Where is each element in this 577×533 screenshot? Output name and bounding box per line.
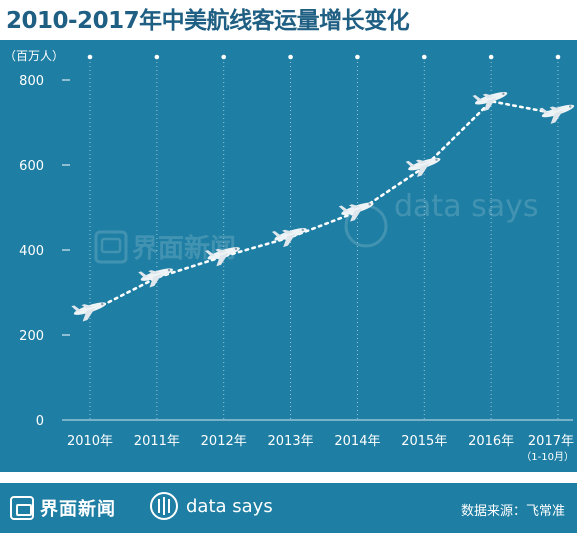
data-point-1: [138, 268, 174, 288]
gridline-marker-0: [87, 54, 93, 60]
y-tick-label-1: 200: [19, 329, 44, 344]
x-tick-label-0: 2010年: [67, 434, 113, 449]
y-tick-label-4: 800: [19, 74, 44, 89]
footer-bar: [0, 483, 577, 533]
data-point-0: [71, 302, 107, 322]
gridline-marker-6: [488, 54, 494, 60]
datasays-logo: data says: [150, 492, 273, 520]
gridline-marker-3: [288, 54, 293, 60]
watermark-logo-inner-icon: [100, 237, 122, 254]
airplane-icon: [408, 157, 441, 171]
x-tick-label-1: 2011年: [134, 434, 180, 449]
x-axis: 2010年 2011年 2012年 2013年 2014年 2015年 2016年 2017年…: [67, 434, 574, 463]
chart-title: 2010-2017年中美航线客运量增长变化: [6, 8, 410, 34]
watermark: 界面新闻 data says: [94, 189, 539, 264]
airplane-icon: [474, 91, 508, 105]
data-point-7: [539, 104, 575, 124]
x-tick-note-7: （1-10月）: [521, 451, 574, 463]
watermark-brand-en: data says: [394, 189, 539, 224]
series-line: [88, 99, 560, 313]
data-point-5: [405, 157, 441, 178]
footer-brand-en: data says: [186, 495, 273, 517]
x-tick-label-2: 2012年: [201, 434, 247, 449]
x-tick-label-3: 2013年: [268, 434, 314, 449]
airplane-icon: [541, 104, 575, 118]
data-source: 数据来源：飞常准: [460, 504, 565, 519]
airplane-icon: [140, 268, 174, 281]
y-unit-label: （百万人）: [4, 49, 64, 63]
gridline-marker-2: [221, 54, 227, 60]
data-point-2: [205, 247, 240, 267]
chart-svg: （百万人） 界面新闻 data says 0 200 400 600 800 2010年…: [4, 49, 575, 463]
series: [71, 91, 575, 322]
gridline-marker-5: [421, 54, 427, 60]
data-point-4: [338, 202, 374, 222]
data-point-3: [271, 227, 307, 248]
gridline-marker-1: [154, 54, 160, 60]
airplane-icon: [274, 227, 307, 241]
y-tick-label-2: 400: [19, 244, 44, 259]
y-tick-label-3: 600: [19, 159, 44, 174]
x-tick-label-7: 2017年: [528, 434, 574, 449]
airplane-icon: [341, 202, 374, 216]
gridline-marker-4: [355, 54, 360, 60]
jiemian-logo-icon: [10, 496, 34, 520]
y-tick-label-0: 0: [36, 414, 44, 429]
datasays-logo-icon: [150, 492, 178, 520]
gridline-marker-7: [555, 54, 561, 60]
airplane-icon: [73, 302, 107, 315]
airplane-icon: [207, 247, 240, 260]
x-tick-label-6: 2016年: [468, 434, 514, 449]
chart-panel: （百万人） 界面新闻 data says 0 200 400 600 800 2010年…: [0, 40, 577, 472]
footer-brand-cn: 界面新闻: [40, 499, 116, 520]
watermark-logo-icon: [94, 230, 128, 264]
data-point-6: [472, 91, 508, 112]
footer: 界面新闻 data says 数据来源：飞常准: [0, 472, 577, 533]
jiemian-logo: 界面新闻: [10, 495, 116, 521]
y-axis: 0 200 400 600 800: [19, 74, 70, 429]
x-tick-label-4: 2014年: [334, 434, 380, 449]
x-tick-label-5: 2015年: [401, 434, 447, 449]
